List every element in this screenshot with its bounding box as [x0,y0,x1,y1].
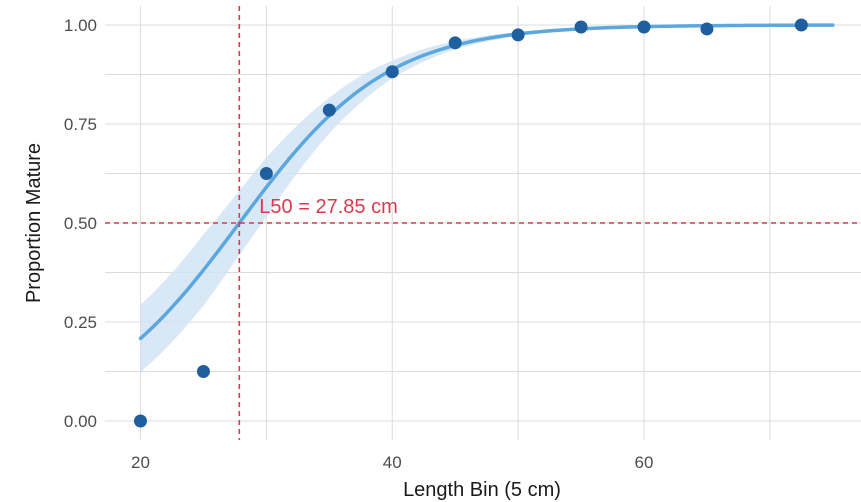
confidence-band [140,25,833,373]
y-axis-title: Proportion Mature [23,143,45,303]
data-point [700,22,714,36]
x-axis-ticks: 20 40 60 [131,453,653,472]
data-points [134,18,808,428]
data-point [637,20,651,34]
data-point [259,167,273,180]
y-tick-label: 0.75 [64,115,97,134]
data-point [322,103,336,117]
l50-annotation: L50 = 27.85 cm [259,196,397,218]
y-tick-label: 0.50 [64,214,97,233]
y-tick-label: 0.25 [64,313,97,332]
data-point [134,414,147,428]
y-axis-ticks: 0.00 0.25 0.50 0.75 1.00 [64,16,97,431]
data-point [574,20,588,34]
x-tick-label: 20 [131,453,150,472]
x-tick-label: 40 [383,453,402,472]
data-point [385,65,399,79]
grid [105,6,861,440]
y-tick-label: 1.00 [64,16,97,35]
y-tick-label: 0.00 [64,412,97,431]
logistic-fit-curve [138,23,835,341]
x-tick-label: 60 [635,453,654,472]
x-axis-title: Length Bin (5 cm) [403,479,561,501]
data-point [511,28,525,42]
data-point [448,36,462,50]
data-point [196,365,210,378]
data-point [794,18,808,32]
